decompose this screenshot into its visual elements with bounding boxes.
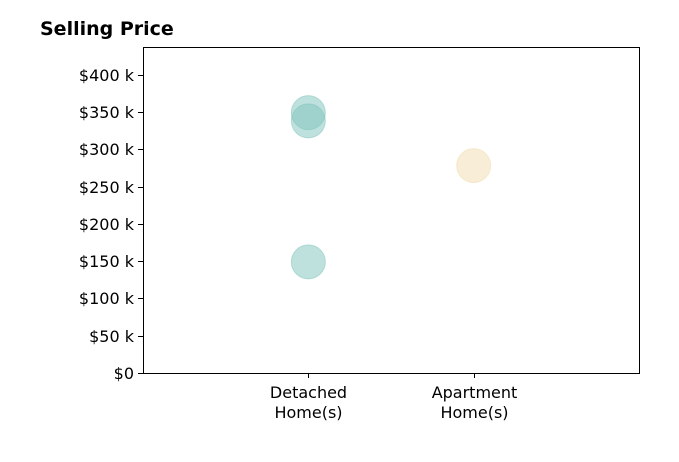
y-tick-label-4: $200 k xyxy=(79,215,135,234)
y-tick-label-7: $350 k xyxy=(79,103,135,122)
scatter-point-3 xyxy=(456,148,492,184)
y-tick-label-5: $250 k xyxy=(79,178,135,197)
x-tick-label-1: Apartment Home(s) xyxy=(432,383,518,422)
scatter-point-2 xyxy=(290,244,326,280)
y-axis: $0 $50 k $100 k $150 k $200 k $250 k $300 k $35… xyxy=(79,66,143,383)
y-tick-label-0: $0 xyxy=(114,364,134,383)
plot-frame xyxy=(143,47,640,374)
scatter-point-1 xyxy=(290,103,326,139)
x-tick-label-0: Detached Home(s) xyxy=(270,383,347,422)
points-layer xyxy=(290,95,492,280)
y-tick-label-6: $300 k xyxy=(79,140,135,159)
chart-title: Selling Price xyxy=(40,18,174,40)
y-tick-label-2: $100 k xyxy=(79,289,135,308)
y-tick-label-8: $400 k xyxy=(79,66,135,85)
y-tick-label-3: $150 k xyxy=(79,252,135,271)
y-tick-label-1: $50 k xyxy=(89,327,135,346)
x-axis: Detached Home(s) Apartment Home(s) xyxy=(270,373,517,422)
